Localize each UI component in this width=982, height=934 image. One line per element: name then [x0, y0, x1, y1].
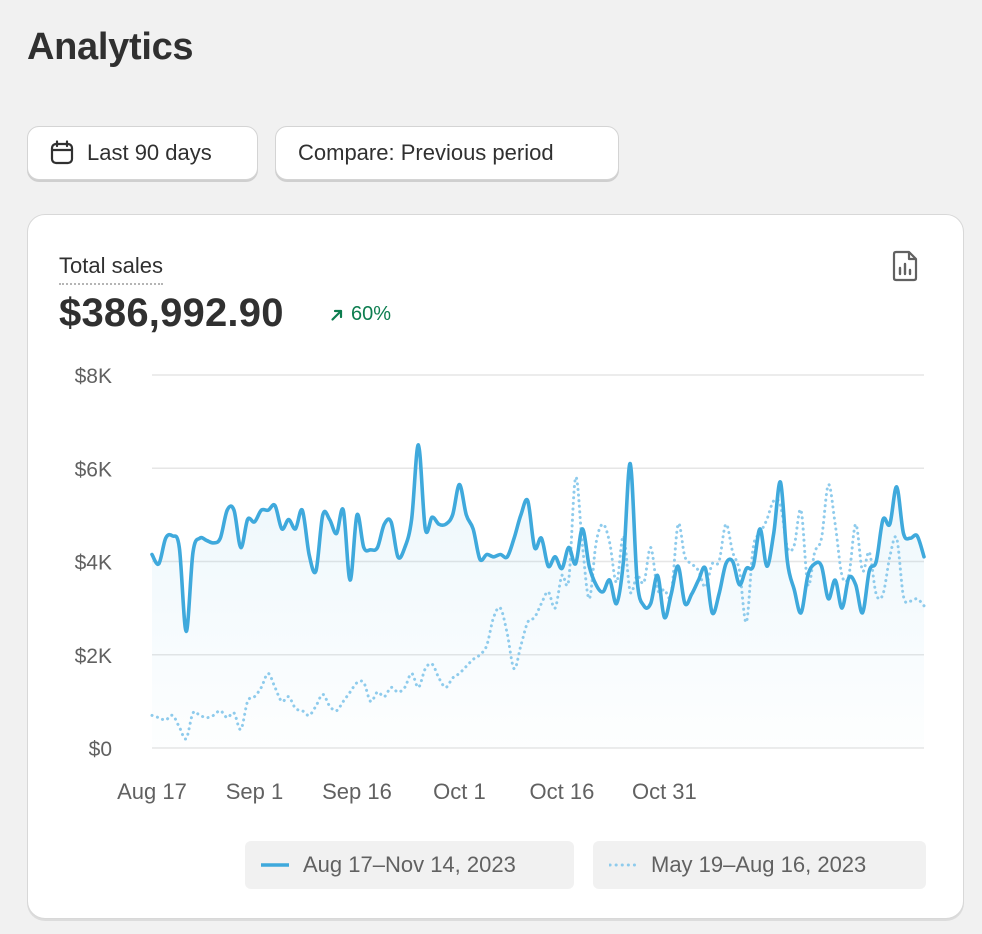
x-tick-label: Oct 1: [433, 779, 486, 804]
y-tick-label: $0: [89, 738, 112, 761]
series-area-current: [152, 444, 924, 748]
arrow-up-right-icon: [331, 309, 343, 321]
legend-swatch-dotted: [609, 863, 637, 867]
y-tick-label: $4K: [75, 552, 112, 575]
x-tick-label: Sep 1: [226, 779, 284, 804]
page-title: Analytics: [27, 26, 194, 68]
date-range-label: Last 90 days: [87, 140, 212, 165]
total-sales-card: Total sales $386,992.90 60% $0 $2K $4K $6K $…: [27, 214, 964, 919]
series-line-current: [150, 443, 926, 634]
x-tick-label: Oct 31: [632, 779, 697, 804]
calendar-icon: [48, 139, 76, 167]
compare-period-label: Compare: Previous period: [298, 140, 554, 165]
legend-item-previous[interactable]: May 19–Aug 16, 2023: [593, 841, 926, 889]
date-range-button[interactable]: Last 90 days: [27, 126, 258, 180]
y-tick-label: $8K: [75, 365, 112, 388]
metric-value: $386,992.90: [59, 291, 284, 335]
legend-item-current[interactable]: Aug 17–Nov 14, 2023: [245, 841, 574, 889]
metric-change-value: 60%: [351, 303, 392, 325]
x-tick-label: Aug 17: [117, 779, 187, 804]
y-tick-label: $2K: [75, 645, 112, 668]
legend-swatch-solid: [261, 863, 289, 867]
y-tick-label: $6K: [75, 458, 112, 481]
metric-label[interactable]: Total sales: [59, 253, 163, 285]
x-tick-label: Oct 16: [530, 779, 595, 804]
metric-change-badge: 60%: [330, 303, 391, 326]
sales-line-chart: $0 $2K $4K $6K $8K Aug 17 Sep 1 Sep 16 Oct 1 Oct …: [75, 365, 926, 804]
compare-period-button[interactable]: Compare: Previous period: [275, 126, 619, 180]
x-tick-label: Sep 16: [322, 779, 392, 804]
legend-label-previous: May 19–Aug 16, 2023: [651, 852, 867, 877]
legend-label-current: Aug 17–Nov 14, 2023: [303, 852, 516, 877]
report-icon[interactable]: [890, 249, 920, 283]
